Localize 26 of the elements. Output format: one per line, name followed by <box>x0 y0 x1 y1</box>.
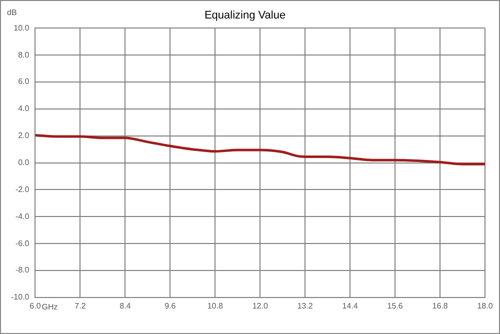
y-tick-label: -10.0 <box>11 292 30 302</box>
y-tick-label: -2.0 <box>15 184 30 194</box>
line-series <box>35 134 485 166</box>
y-tick-label: 4.0 <box>18 104 30 114</box>
x-tick-label: 6.0 <box>30 301 42 310</box>
y-tick-label: 0.0 <box>18 158 30 168</box>
x-tick-label: 14.4 <box>342 301 358 310</box>
y-tick-label: -8.0 <box>15 266 30 275</box>
y-axis-title: dB <box>7 8 17 18</box>
y-tick-label: 8.0 <box>18 50 30 60</box>
y-tick-label: 10.0 <box>14 23 30 32</box>
x-tick-label: 16.8 <box>432 301 448 310</box>
x-tick-label: 7.2 <box>74 301 86 310</box>
x-tick-label: 12.0 <box>252 301 268 310</box>
y-tick-label: 6.0 <box>18 77 30 86</box>
x-tick-label: 9.6 <box>164 301 176 310</box>
x-tick-label: 8.4 <box>120 301 132 310</box>
x-tick-label: 15.6 <box>387 301 404 310</box>
x-tick-label: 10.8 <box>207 301 224 310</box>
y-tick-label: -6.0 <box>15 238 30 248</box>
y-tick-label: 2.0 <box>18 131 30 140</box>
y-tick-label: -4.0 <box>15 212 30 221</box>
chart-title: Equalizing Value <box>204 10 286 22</box>
x-axis-title: GHz <box>42 302 58 312</box>
x-tick-label: 18.0 <box>477 301 494 310</box>
x-tick-label: 13.2 <box>297 301 314 310</box>
